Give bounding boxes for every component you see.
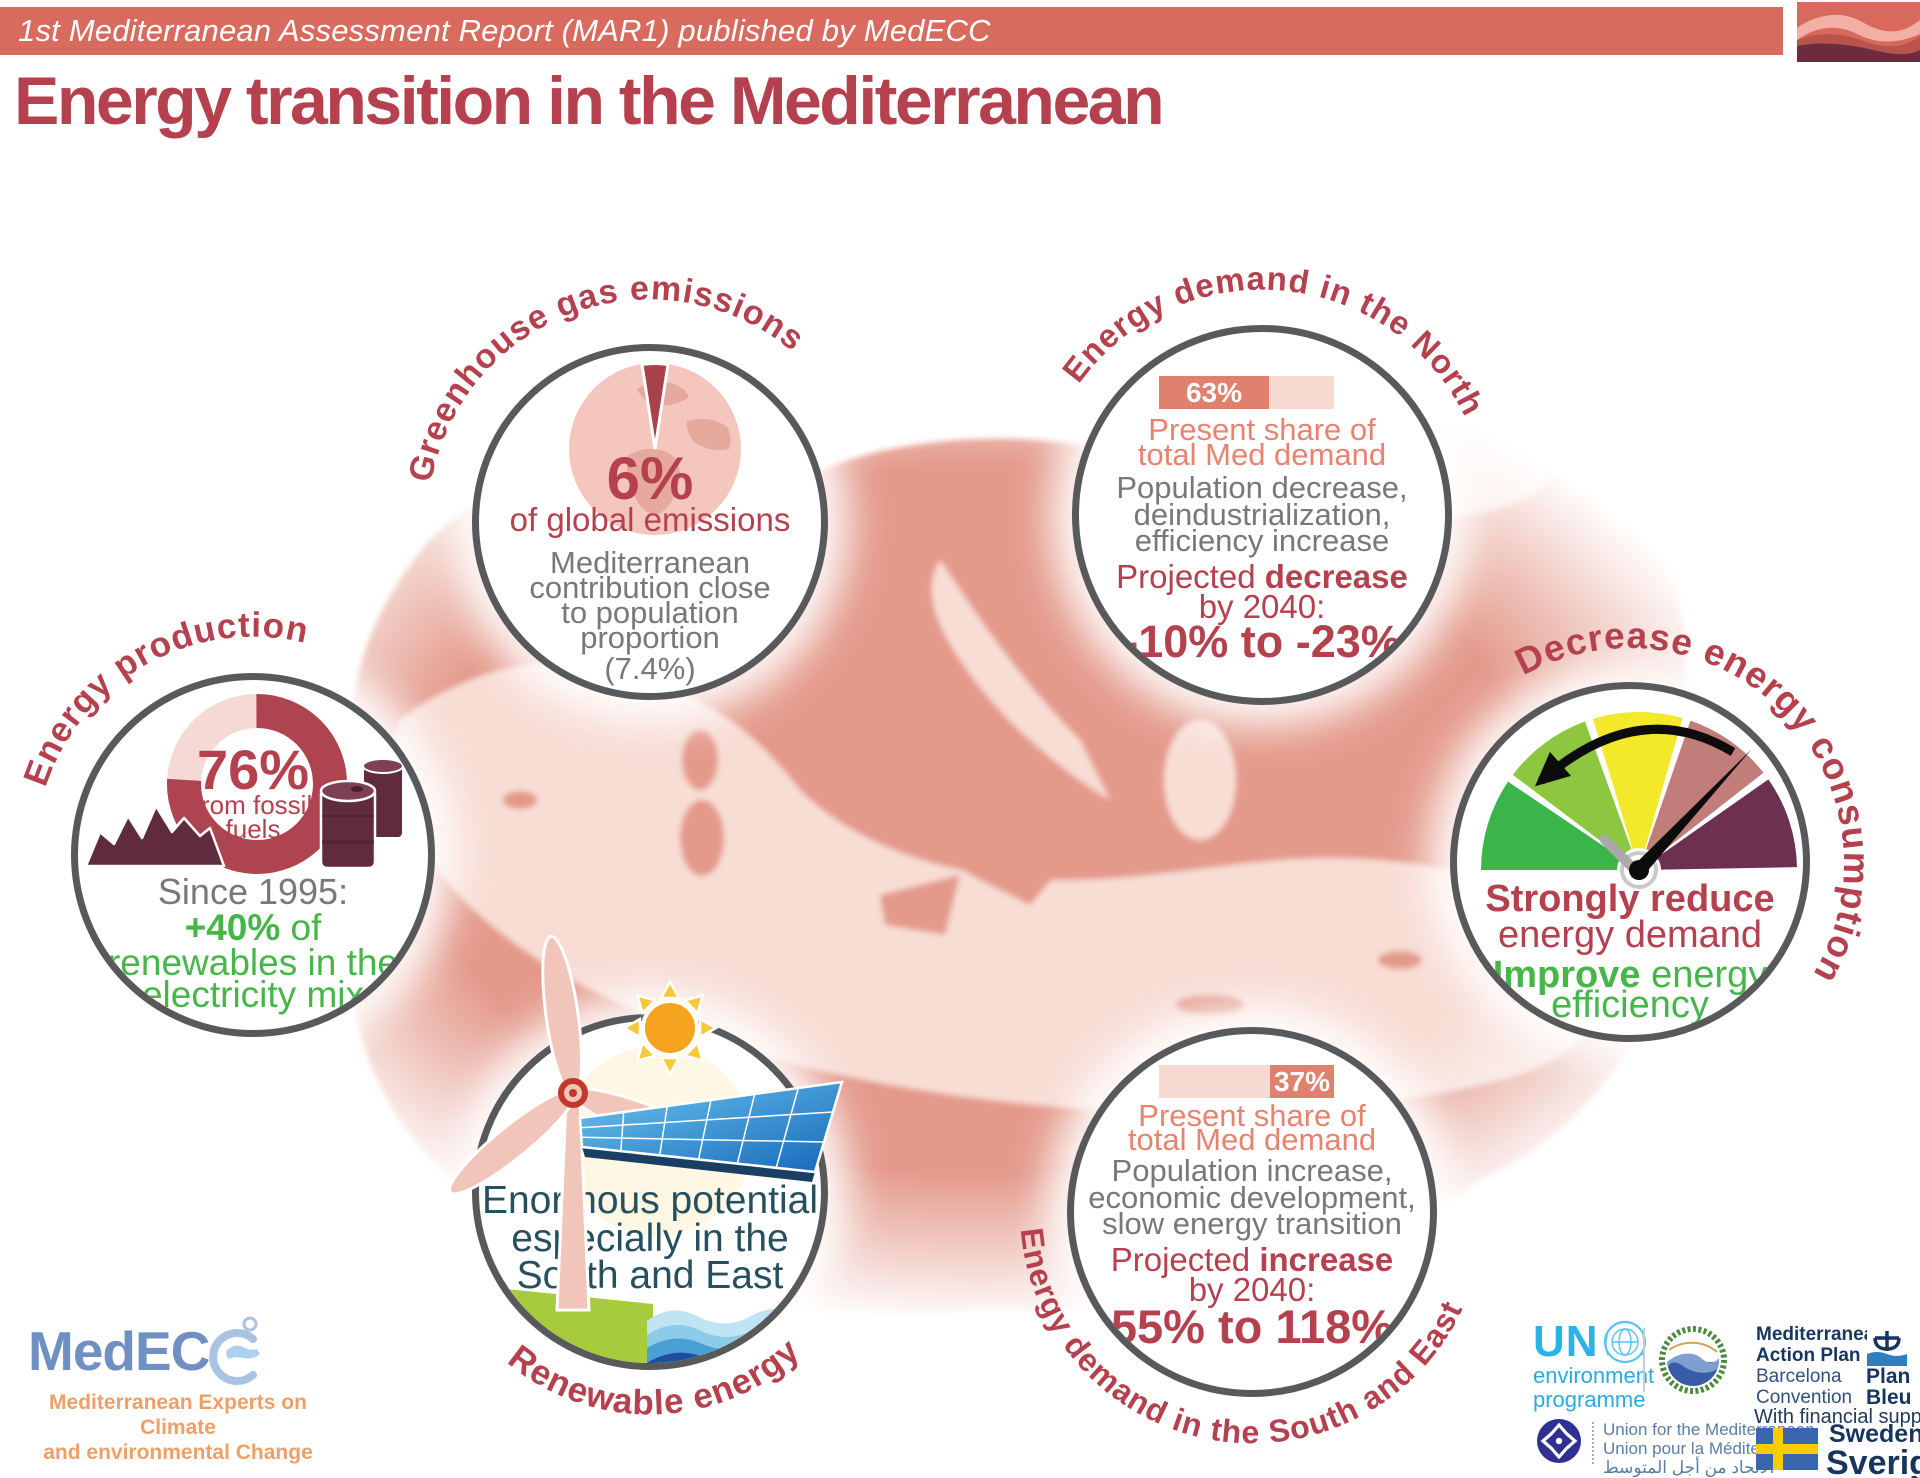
ghg-note-line: to population <box>561 595 739 630</box>
projection-prefix: Projected <box>1116 558 1265 595</box>
grass-icon <box>507 1289 653 1363</box>
projection-prefix: Projected <box>1110 1241 1260 1278</box>
ghg-caption: of global emissions <box>509 501 791 538</box>
north-projection-year: by 2040: <box>1198 588 1326 625</box>
un-wordmark: UN <box>1533 1317 1599 1366</box>
production-renewables: +40% of <box>78 907 428 948</box>
southeast-projection: Projected increase <box>1074 1241 1430 1278</box>
un-emblem-icon <box>1603 1320 1647 1364</box>
ufm-text-line: الاتحاد من أجل المتوسط <box>1603 1458 1775 1477</box>
north-share-bar: 63% <box>1159 376 1334 409</box>
medecc-block: MedEC Mediterranean Experts on Climate a… <box>28 1316 391 1478</box>
globe-pie-icon <box>569 362 741 535</box>
plan-bleu-text: Plan Bleu <box>1866 1366 1912 1408</box>
north-driver-line: Population decrease, <box>1116 470 1408 505</box>
ufm-emblem-icon <box>1537 1419 1581 1463</box>
consumption-line3: Improve energy <box>1457 954 1803 996</box>
gauge-icon <box>1481 712 1797 889</box>
production-renewables-line: renewables in the <box>107 942 399 983</box>
banner-waves-icon <box>1797 2 1920 62</box>
ghg-note-line: Mediterranean <box>550 545 750 580</box>
sweden-native-name: Sverige <box>1826 1444 1920 1478</box>
north-driver-line: deindustrialization, <box>1133 497 1391 532</box>
bubble-southeast-demand: 37% Present share of total Med demand Po… <box>1067 1027 1437 1397</box>
ghg-note-line: (7.4%) <box>604 651 696 686</box>
southeast-driver-line: economic development, <box>1088 1180 1416 1215</box>
southeast-range: 55% to 118% <box>1110 1300 1394 1353</box>
medecc-c-arc-icon <box>209 1316 261 1385</box>
north-share-caption: total Med demand <box>1137 437 1387 472</box>
southeast-driver-line: Population increase, <box>1111 1153 1393 1188</box>
north-share-bar-rest <box>1269 376 1334 409</box>
medecc-url[interactable]: www.medecc.org <box>28 1475 391 1478</box>
bubble-north-demand: 63% Present share of total Med demand Po… <box>1072 325 1452 705</box>
plan-bleu-line: Bleu <box>1866 1386 1912 1409</box>
medecc-tagline: Mediterranean Experts on Climate <box>49 1391 307 1439</box>
bubble-consumption: Strongly reduce energy demand Improve en… <box>1450 682 1810 1042</box>
waves-icon <box>647 1308 821 1363</box>
ghg-note-line: contribution close <box>529 570 771 605</box>
divider <box>1643 1328 1645 1392</box>
top-banner: 1st Mediterranean Assessment Report (MAR… <box>0 7 1783 55</box>
southeast-share-bar: 37% <box>1159 1065 1334 1098</box>
unep-line: programme <box>1533 1387 1646 1412</box>
north-projection: Projected decrease <box>1079 558 1445 595</box>
consumption-line2: energy demand <box>1497 914 1763 956</box>
consumption-improve: Improve <box>1492 954 1641 996</box>
map-emblem-icon <box>1659 1326 1727 1394</box>
renewables-value: +40% <box>184 907 281 948</box>
medecc-logo: MedEC <box>28 1320 210 1382</box>
sweden-support-text: With financial support from <box>1754 1406 1920 1428</box>
production-since: Since 1995: <box>157 871 349 912</box>
north-share-caption: Present share of <box>1148 412 1376 447</box>
coal-icon <box>84 804 226 868</box>
southeast-share-bar-rest <box>1159 1065 1270 1098</box>
production-caption: from fossil <box>193 790 313 820</box>
bubble-production: 76% from fossil fuels Since 1995: +40% o… <box>71 673 435 1037</box>
southeast-share-caption: Present share of <box>1138 1098 1366 1133</box>
north-range: -10% to -23% <box>1123 616 1401 667</box>
plan-bleu-line: Plan <box>1866 1365 1911 1388</box>
consumption-line4: efficiency <box>1551 984 1709 1026</box>
consumption-rest: energy <box>1640 954 1768 996</box>
unep-line: environment <box>1533 1363 1655 1388</box>
partner-logos: UN environment programme Medite <box>1530 1316 1920 1478</box>
bubble-greenhouse: 6% of global emissions Mediterranean con… <box>472 344 828 700</box>
map-text: Mediterranean Action Plan Barcelona Conv… <box>1756 1324 1886 1408</box>
southeast-share-bar-fill: 37% <box>1270 1065 1334 1098</box>
production-renewables-line: electricity mix <box>141 974 365 1015</box>
sweden-flag-icon <box>1756 1428 1818 1470</box>
southeast-projection-year: by 2040: <box>1188 1271 1316 1308</box>
map-text-line: Action Plan <box>1756 1345 1861 1366</box>
sweden-name: Sweden <box>1829 1420 1920 1448</box>
oil-barrels-icon <box>319 758 404 870</box>
north-share-bar-fill: 63% <box>1159 376 1269 409</box>
ghg-value: 6% <box>606 445 694 512</box>
ghg-note-line: proportion <box>580 620 720 655</box>
renewable-text-line: Enormous potential <box>481 1179 819 1222</box>
bubble-renewable: Enormous potential especially in the Sou… <box>472 1014 828 1370</box>
renewable-text-line: South and East <box>516 1254 784 1297</box>
unep-logo: UN environment programme <box>1533 1320 1654 1412</box>
map-text-line: Convention <box>1756 1387 1853 1408</box>
southeast-share-caption: total Med demand <box>1127 1122 1377 1157</box>
divider <box>1592 1422 1594 1464</box>
projection-word: decrease <box>1264 558 1408 595</box>
medecc-tagline: and environmental Change <box>43 1441 313 1464</box>
map-text-line: Mediterranean <box>1756 1324 1886 1345</box>
renewables-rest: of <box>280 907 322 948</box>
production-caption: fuels <box>225 814 281 844</box>
north-driver-line: efficiency increase <box>1134 523 1390 558</box>
production-value: 76% <box>196 738 310 801</box>
consumption-line1: Strongly reduce <box>1485 878 1775 920</box>
banner-text: 1st Mediterranean Assessment Report (MAR… <box>18 13 991 48</box>
plan-bleu-icon <box>1867 1326 1907 1366</box>
projection-word: increase <box>1259 1241 1394 1278</box>
map-text-line: Barcelona <box>1756 1366 1842 1387</box>
page-title: Energy transition in the Mediterranean <box>14 63 1165 139</box>
southeast-driver-line: slow energy transition <box>1102 1206 1402 1241</box>
